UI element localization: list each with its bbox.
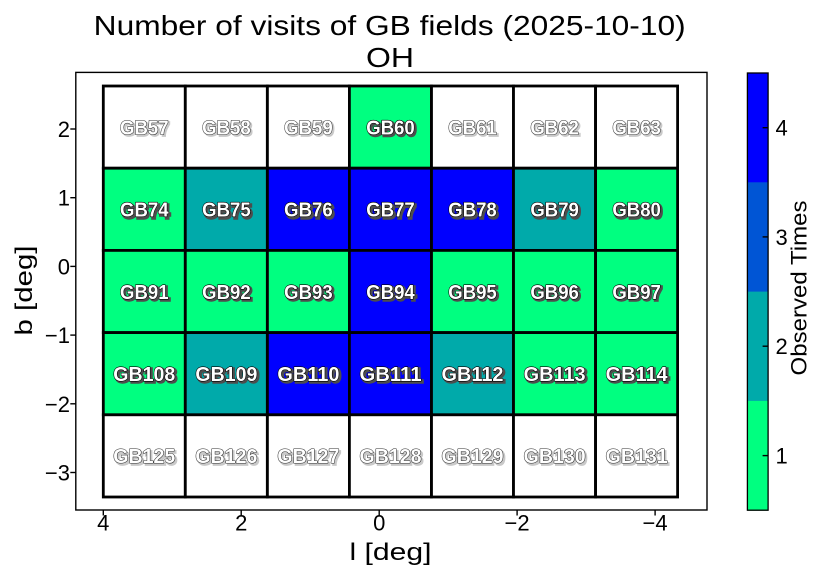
svg-text:−1: −1 [45, 323, 70, 348]
svg-text:GB61: GB61 [450, 119, 499, 141]
svg-text:GB77: GB77 [366, 200, 415, 222]
svg-text:GB60: GB60 [368, 119, 417, 141]
svg-text:GB91: GB91 [122, 284, 171, 306]
svg-text:GB114: GB114 [607, 366, 670, 388]
svg-text:GB109: GB109 [195, 364, 257, 386]
svg-text:GB92: GB92 [202, 282, 251, 304]
svg-text:GB128: GB128 [361, 448, 423, 470]
svg-text:GB127: GB127 [279, 448, 341, 470]
svg-text:GB128: GB128 [360, 446, 422, 468]
svg-text:GB57: GB57 [122, 119, 171, 141]
svg-text:GB60: GB60 [366, 117, 415, 139]
svg-text:GB96: GB96 [532, 284, 581, 306]
svg-text:GB58: GB58 [202, 117, 251, 139]
svg-text:GB130: GB130 [524, 446, 586, 468]
svg-text:GB74: GB74 [120, 200, 169, 222]
svg-text:GB129: GB129 [442, 446, 504, 468]
svg-text:GB58: GB58 [204, 119, 253, 141]
svg-text:GB125: GB125 [115, 448, 177, 470]
svg-text:2: 2 [58, 117, 70, 142]
svg-text:2: 2 [776, 334, 788, 359]
svg-text:GB59: GB59 [286, 119, 335, 141]
svg-text:GB113: GB113 [524, 364, 586, 386]
svg-text:GB76: GB76 [286, 201, 335, 223]
svg-text:Observed Times: Observed Times [787, 201, 812, 376]
svg-text:GB77: GB77 [368, 201, 417, 223]
svg-text:GB129: GB129 [443, 448, 505, 470]
svg-text:GB97: GB97 [614, 284, 663, 306]
svg-text:GB63: GB63 [612, 117, 661, 139]
svg-text:GB93: GB93 [286, 284, 335, 306]
svg-text:GB80: GB80 [614, 201, 663, 223]
svg-text:GB95: GB95 [448, 282, 497, 304]
svg-text:GB78: GB78 [448, 200, 497, 222]
svg-text:GB131: GB131 [607, 448, 669, 470]
svg-text:GB110: GB110 [279, 366, 341, 388]
svg-text:GB92: GB92 [204, 284, 253, 306]
svg-text:GB57: GB57 [120, 117, 169, 139]
svg-text:GB112: GB112 [443, 366, 505, 388]
svg-text:OH: OH [366, 42, 414, 73]
svg-text:GB78: GB78 [450, 201, 499, 223]
svg-text:GB113: GB113 [525, 366, 587, 388]
svg-text:GB112: GB112 [442, 364, 504, 386]
svg-text:4: 4 [776, 116, 788, 141]
svg-text:Number of visits of GB fields: Number of visits of GB fields (2025-10-1… [94, 10, 686, 41]
svg-text:GB130: GB130 [525, 448, 587, 470]
svg-text:GB62: GB62 [530, 117, 579, 139]
svg-text:GB114: GB114 [606, 364, 669, 386]
svg-text:GB79: GB79 [532, 201, 581, 223]
svg-text:GB74: GB74 [122, 201, 171, 223]
svg-text:GB108: GB108 [115, 366, 177, 388]
svg-text:GB76: GB76 [284, 200, 333, 222]
svg-text:GB61: GB61 [448, 117, 497, 139]
svg-text:GB111: GB111 [360, 364, 422, 386]
svg-text:GB75: GB75 [204, 201, 253, 223]
svg-text:GB91: GB91 [120, 282, 169, 304]
svg-text:−2: −2 [505, 511, 530, 536]
svg-text:GB96: GB96 [530, 282, 579, 304]
svg-text:−4: −4 [643, 511, 668, 536]
svg-text:2: 2 [235, 511, 247, 536]
svg-text:GB97: GB97 [612, 282, 661, 304]
svg-text:0: 0 [373, 511, 385, 536]
svg-text:GB127: GB127 [277, 446, 339, 468]
svg-text:GB63: GB63 [614, 119, 663, 141]
svg-text:GB93: GB93 [284, 282, 333, 304]
svg-text:GB110: GB110 [277, 364, 339, 386]
svg-text:GB126: GB126 [197, 448, 259, 470]
svg-text:GB125: GB125 [113, 446, 175, 468]
svg-text:GB108: GB108 [113, 364, 175, 386]
svg-text:GB80: GB80 [612, 200, 661, 222]
svg-text:GB75: GB75 [202, 200, 251, 222]
svg-text:GB131: GB131 [606, 446, 668, 468]
svg-text:GB79: GB79 [530, 200, 579, 222]
svg-text:−3: −3 [45, 461, 70, 486]
svg-text:GB94: GB94 [366, 282, 415, 304]
svg-text:GB59: GB59 [284, 117, 333, 139]
svg-text:GB126: GB126 [195, 446, 257, 468]
svg-text:b [deg]: b [deg] [11, 246, 38, 336]
svg-text:4: 4 [97, 511, 109, 536]
svg-text:1: 1 [776, 444, 788, 469]
svg-text:l [deg]: l [deg] [350, 539, 432, 566]
svg-text:GB109: GB109 [197, 366, 259, 388]
svg-text:0: 0 [58, 254, 70, 279]
svg-text:−2: −2 [45, 392, 70, 417]
svg-text:GB111: GB111 [361, 366, 423, 388]
svg-text:GB95: GB95 [450, 284, 499, 306]
svg-text:GB62: GB62 [532, 119, 581, 141]
svg-text:3: 3 [776, 225, 788, 250]
svg-text:1: 1 [58, 186, 70, 211]
svg-text:GB94: GB94 [368, 284, 417, 306]
